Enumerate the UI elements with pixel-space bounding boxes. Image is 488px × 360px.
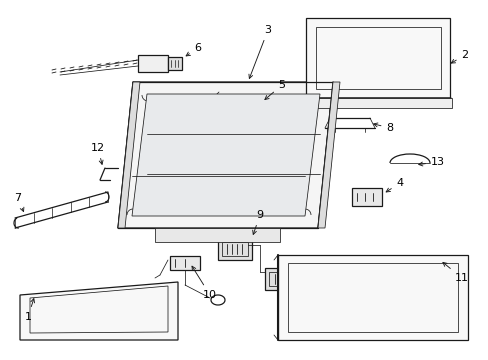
Polygon shape <box>20 282 178 340</box>
Text: 11: 11 <box>442 262 468 283</box>
Text: 2: 2 <box>450 50 468 63</box>
Polygon shape <box>307 98 451 108</box>
Text: 12: 12 <box>91 143 105 164</box>
Polygon shape <box>351 188 381 206</box>
Text: 9: 9 <box>252 210 263 234</box>
Polygon shape <box>132 94 319 216</box>
Text: 13: 13 <box>418 157 444 167</box>
Text: 6: 6 <box>186 43 201 56</box>
Polygon shape <box>264 268 305 290</box>
Text: 5: 5 <box>264 80 285 100</box>
Polygon shape <box>138 55 168 72</box>
Text: 8: 8 <box>373 123 393 133</box>
Text: 4: 4 <box>386 178 403 192</box>
Polygon shape <box>168 57 182 70</box>
Text: 7: 7 <box>15 193 24 211</box>
Polygon shape <box>118 82 140 228</box>
Text: 1: 1 <box>24 298 35 322</box>
Polygon shape <box>218 238 251 260</box>
Polygon shape <box>278 255 467 340</box>
Polygon shape <box>170 256 200 270</box>
Polygon shape <box>118 82 332 228</box>
Polygon shape <box>317 82 339 228</box>
Polygon shape <box>155 228 280 242</box>
Text: 3: 3 <box>248 25 271 78</box>
Text: 10: 10 <box>192 266 217 300</box>
Polygon shape <box>305 18 449 98</box>
